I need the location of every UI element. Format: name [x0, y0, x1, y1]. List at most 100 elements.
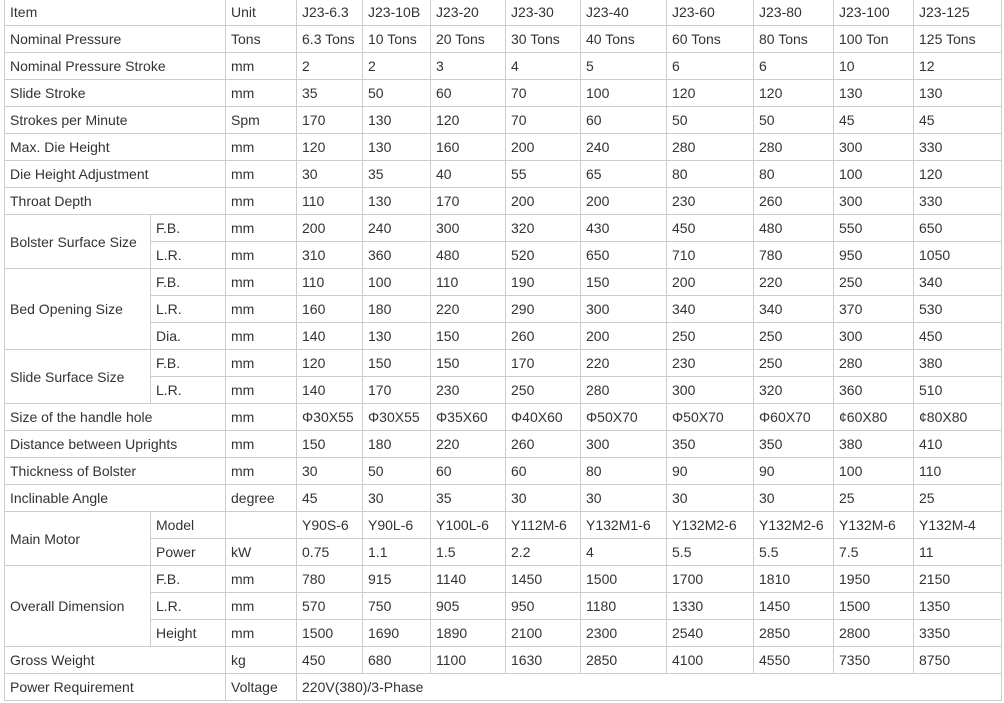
value-cell: 250	[753, 322, 835, 350]
value-cell: 260	[753, 187, 835, 215]
specification-table: Item Unit J23-6.3 J23-10B J23-20 J23-30 J23-40…	[3, 0, 1003, 701]
table-row: Throat Depth mm 110 130 170 200 200 230 260 300 33…	[3, 187, 1003, 215]
unit-cell: mm	[225, 241, 298, 269]
value-cell: 120	[296, 133, 364, 161]
value-cell: 100	[580, 79, 668, 107]
table-row: Overall Dimension F.B. mm 780 915 1140 1450 150…	[4, 565, 1003, 647]
value-cell: 410	[913, 430, 1003, 458]
value-cell: 4	[505, 52, 582, 80]
value-cell: 360	[362, 241, 432, 269]
model-header: J23-10B	[362, 0, 432, 26]
value-cell: 4550	[753, 646, 835, 674]
value-cell: 450	[296, 646, 364, 674]
value-cell: Y132M-4	[913, 511, 1003, 539]
value-cell: 80	[753, 160, 835, 188]
value-cell: 950	[833, 241, 915, 269]
header-row: Item Unit J23-6.3 J23-10B J23-20 J23-30 J23-40…	[3, 0, 1003, 26]
table-row: Nominal Pressure Tons 6.3 Tons 10 Tons 20 To…	[3, 25, 1003, 53]
item-label: Slide Surface Size	[4, 349, 151, 404]
value-cell: 180	[362, 295, 432, 323]
sub-item-label: L.R.	[149, 241, 227, 269]
table-row: L.R. mm 140 170 230 250 280 300 320 360 510	[5, 376, 1003, 404]
sub-item-label: Dia.	[149, 322, 227, 350]
value-cell: 50	[753, 106, 835, 134]
value-cell: 110	[296, 187, 364, 215]
value-cell: 1.5	[430, 538, 507, 566]
value-cell: Φ30X55	[362, 403, 432, 431]
value-cell: 130	[362, 106, 432, 134]
value-cell: Y132M1-6	[580, 511, 668, 539]
item-label: Bed Opening Size	[4, 268, 151, 350]
value-cell: 7350	[833, 646, 915, 674]
value-cell: 40	[430, 160, 507, 188]
value-cell: 150	[430, 349, 507, 377]
unit-cell: mm	[225, 403, 298, 431]
value-cell: 570	[296, 592, 364, 620]
table-row: Dia. mm 140 130 150 260 200 250 250 300 450	[5, 322, 1003, 350]
value-cell: 1700	[666, 565, 755, 593]
item-label: Overall Dimension	[4, 565, 151, 647]
value-cell: 35	[430, 484, 507, 512]
value-cell: 40 Tons	[580, 25, 668, 53]
value-cell: 480	[430, 241, 507, 269]
value-cell: 3350	[913, 619, 1003, 647]
model-header: J23-40	[580, 0, 668, 26]
value-cell: 1500	[296, 619, 364, 647]
value-cell: 2	[296, 52, 364, 80]
value-cell: 1890	[430, 619, 507, 647]
value-cell: 650	[580, 241, 668, 269]
unit-cell: mm	[225, 565, 298, 593]
value-cell: 1140	[430, 565, 507, 593]
sub-item-label: L.R.	[149, 376, 227, 404]
value-cell: 200	[505, 187, 582, 215]
value-cell: 220	[753, 268, 835, 296]
value-cell: 2100	[505, 619, 582, 647]
item-label: Strokes per Minute	[3, 106, 227, 134]
value-cell: 5.5	[666, 538, 755, 566]
value-cell: 320	[753, 376, 835, 404]
value-cell: 30	[505, 484, 582, 512]
sub-item-label: F.B.	[149, 268, 227, 296]
value-cell: 2850	[753, 619, 835, 647]
sub-item-label: L.R.	[149, 592, 227, 620]
value-cell: 10	[833, 52, 915, 80]
value-cell: 20 Tons	[430, 25, 507, 53]
table-row: L.R. mm 310 360 480 520 650 710 780 950 1050	[5, 241, 1003, 269]
table-row: Power Requirement Voltage 220V(380)/3-Phas…	[3, 673, 1003, 701]
value-cell: 230	[430, 376, 507, 404]
unit-cell: mm	[225, 187, 298, 215]
unit-cell: mm	[225, 214, 298, 242]
value-cell: 5	[580, 52, 668, 80]
unit-header: Unit	[225, 0, 298, 26]
value-cell: 0.75	[296, 538, 364, 566]
value-cell: 1450	[505, 565, 582, 593]
value-cell: 950	[505, 592, 582, 620]
value-cell: 1500	[580, 565, 668, 593]
value-cell: Φ50X70	[666, 403, 755, 431]
value-cell: 350	[666, 430, 755, 458]
value-cell: 2.2	[505, 538, 582, 566]
value-cell: Y112M-6	[505, 511, 582, 539]
value-cell: 1950	[833, 565, 915, 593]
unit-cell: Tons	[225, 25, 298, 53]
value-cell: 780	[296, 565, 364, 593]
value-cell: 100	[362, 268, 432, 296]
value-cell: 45	[913, 106, 1003, 134]
value-cell: 150	[296, 430, 364, 458]
value-cell: 200	[666, 268, 755, 296]
value-cell: 120	[753, 79, 835, 107]
value-cell: 140	[296, 376, 364, 404]
unit-cell: mm	[225, 268, 298, 296]
unit-cell: mm	[225, 52, 298, 80]
value-cell: 70	[505, 106, 582, 134]
value-cell: 380	[913, 349, 1003, 377]
value-cell: 10 Tons	[362, 25, 432, 53]
value-cell: 250	[505, 376, 582, 404]
value-cell: 2150	[913, 565, 1003, 593]
value-cell: Φ35X60	[430, 403, 507, 431]
value-cell: 55	[505, 160, 582, 188]
item-label: Main Motor	[4, 511, 151, 566]
sub-item-label: F.B.	[149, 565, 227, 593]
sub-item-label: L.R.	[149, 295, 227, 323]
item-label: Die Height Adjustment	[3, 160, 227, 188]
